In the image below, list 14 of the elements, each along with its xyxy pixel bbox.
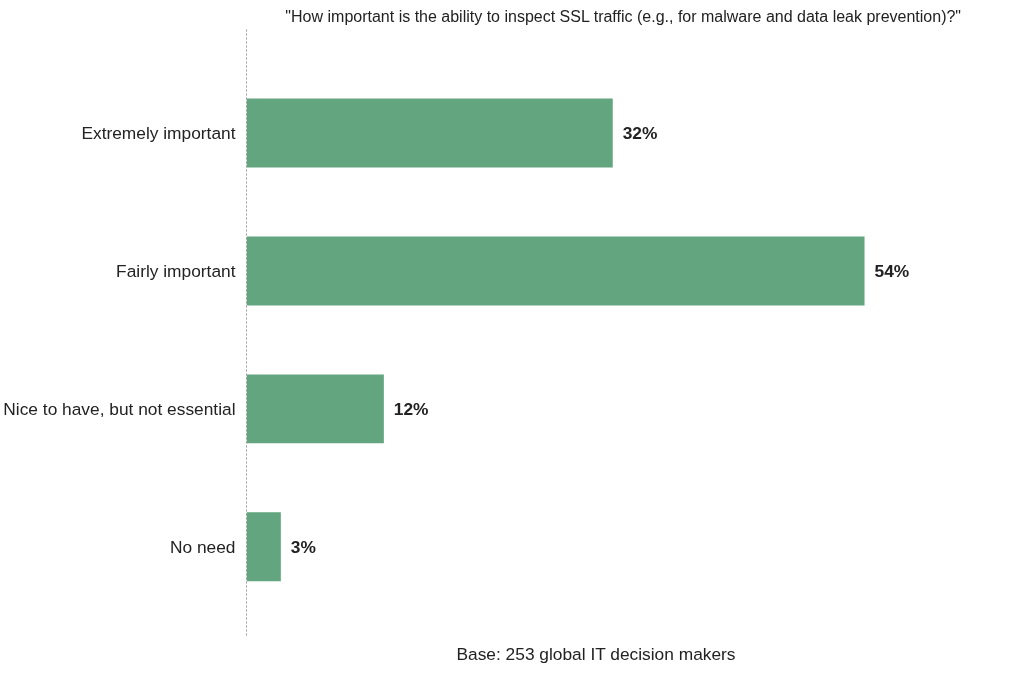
text: Base: 253 global IT decision makers xyxy=(456,643,736,664)
bar xyxy=(246,236,865,306)
y-tick-label: Fairly important xyxy=(116,260,236,281)
data-label: 3% xyxy=(290,536,316,557)
chart-title: "How important is the ability to inspect SSL traffic (e.g., for malware and data leak prevention)?" xyxy=(285,7,962,25)
data-label: 12% xyxy=(393,398,429,419)
y-tick-label: Extremely important xyxy=(81,122,236,143)
bar xyxy=(246,98,613,168)
bar xyxy=(246,512,281,582)
y-tick-label: Nice to have, but not essential xyxy=(3,398,236,419)
data-label: 32% xyxy=(622,122,658,143)
bar xyxy=(246,374,384,444)
y-tick-label: No need xyxy=(169,536,236,557)
data-label: 54% xyxy=(874,260,910,281)
